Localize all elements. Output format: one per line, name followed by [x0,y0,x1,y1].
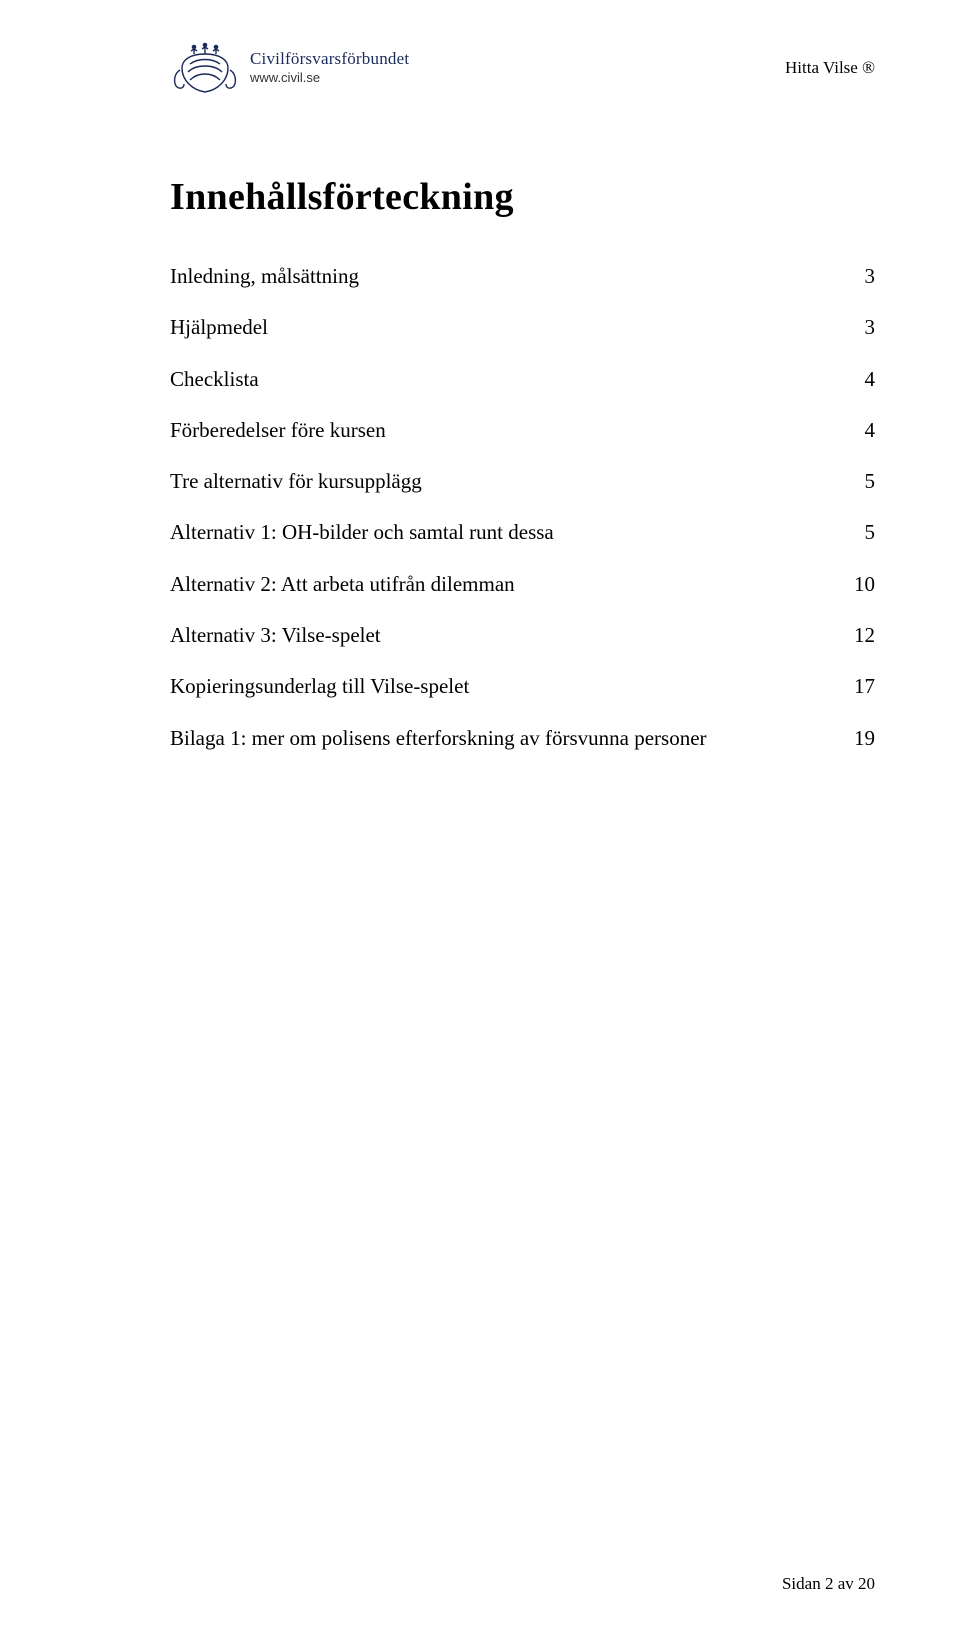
toc-row: Bilaga 1: mer om polisens efterforskning… [170,725,875,752]
page-footer: Sidan 2 av 20 [782,1574,875,1594]
toc-page: 5 [845,468,875,495]
logo-block: Civilförsvarsförbundet www.civil.se [170,40,409,95]
toc-label: Förberedelser före kursen [170,417,406,444]
toc-page: 3 [845,314,875,341]
toc-label: Alternativ 3: Vilse-spelet [170,622,401,649]
toc-row: Alternativ 1: OH-bilder och samtal runt … [170,519,875,546]
table-of-contents: Inledning, målsättning 3 Hjälpmedel 3 Ch… [170,263,875,752]
toc-page: 10 [845,571,875,598]
toc-label: Alternativ 1: OH-bilder och samtal runt … [170,519,574,546]
page-header: Civilförsvarsförbundet www.civil.se Hitt… [170,40,875,95]
toc-row: Checklista 4 [170,366,875,393]
org-crest-icon [170,40,240,95]
toc-label: Tre alternativ för kursupplägg [170,468,442,495]
toc-row: Alternativ 2: Att arbeta utifrån dilemma… [170,571,875,598]
toc-row: Förberedelser före kursen 4 [170,417,875,444]
toc-row: Kopieringsunderlag till Vilse-spelet 17 [170,673,875,700]
toc-page: 4 [845,366,875,393]
toc-page: 3 [845,263,875,290]
toc-row: Hjälpmedel 3 [170,314,875,341]
toc-row: Alternativ 3: Vilse-spelet 12 [170,622,875,649]
toc-label: Alternativ 2: Att arbeta utifrån dilemma… [170,571,535,598]
page-title: Innehållsförteckning [170,175,875,219]
toc-page: 5 [845,519,875,546]
logo-text: Civilförsvarsförbundet www.civil.se [250,50,409,85]
toc-page: 12 [845,622,875,649]
org-url: www.civil.se [250,71,409,85]
toc-row: Tre alternativ för kursupplägg 5 [170,468,875,495]
toc-page: 4 [845,417,875,444]
toc-label: Bilaga 1: mer om polisens efterforskning… [170,725,727,752]
toc-label: Inledning, målsättning [170,263,379,290]
org-name: Civilförsvarsförbundet [250,50,409,69]
toc-page: 19 [845,725,875,752]
toc-page: 17 [845,673,875,700]
toc-row: Inledning, målsättning 3 [170,263,875,290]
toc-label: Checklista [170,366,279,393]
toc-label: Hjälpmedel [170,314,288,341]
document-page: Civilförsvarsförbundet www.civil.se Hitt… [0,0,960,752]
toc-label: Kopieringsunderlag till Vilse-spelet [170,673,489,700]
document-label: Hitta Vilse ® [785,58,875,78]
